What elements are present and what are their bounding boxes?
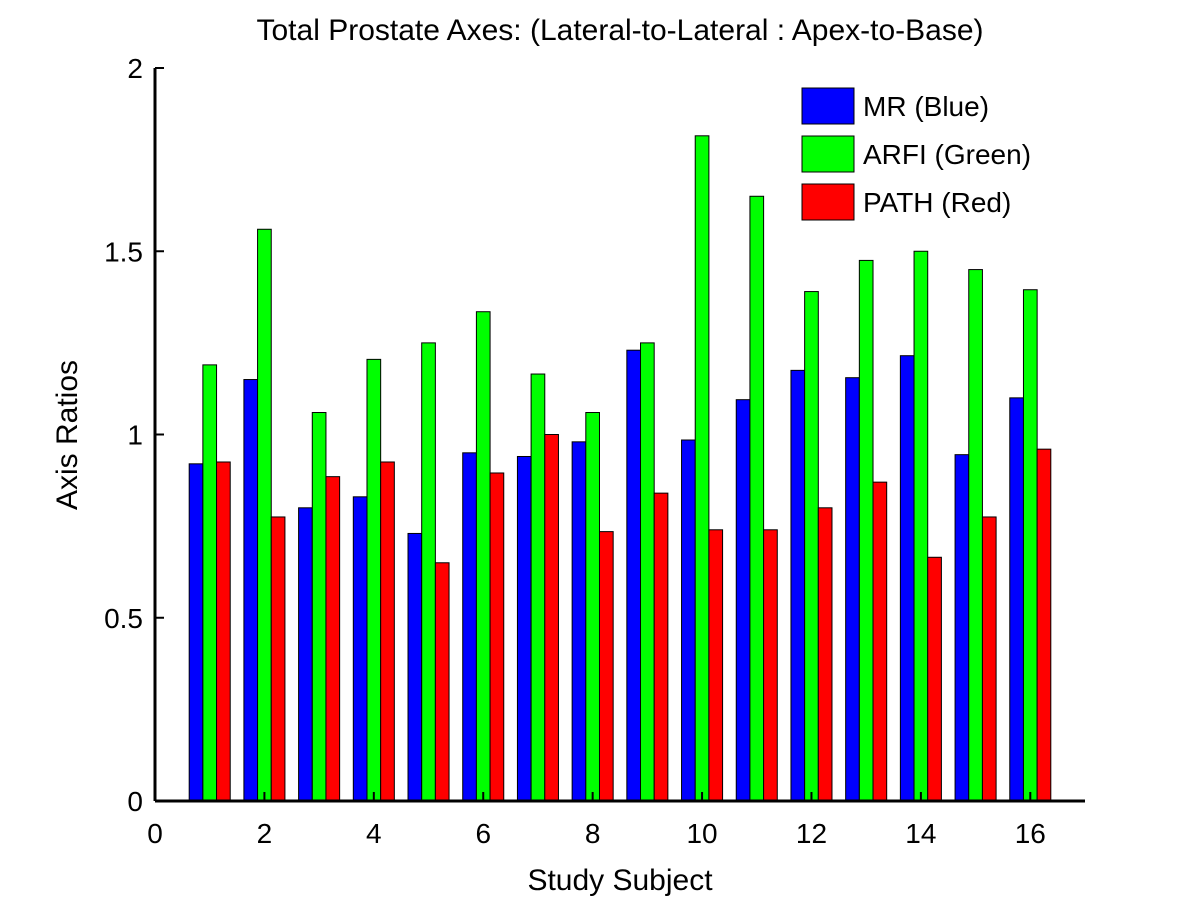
bar-2-15 — [968, 269, 983, 802]
y-tick-label: 1.5 — [104, 236, 143, 267]
legend-swatch — [801, 135, 855, 173]
bar-1-4 — [352, 496, 368, 802]
bar-1-5 — [407, 532, 423, 802]
bar-2-5 — [421, 342, 436, 802]
bar-2-12 — [804, 291, 819, 802]
x-tick-label: 14 — [905, 818, 936, 849]
bar-2-16 — [1022, 289, 1038, 802]
bar-3-10 — [708, 529, 724, 802]
x-tick-label: 10 — [686, 818, 717, 849]
x-tick-label: 6 — [475, 818, 491, 849]
legend-swatch — [801, 87, 855, 125]
x-axis-label: Study Subject — [527, 864, 713, 897]
bar-3-12 — [817, 507, 833, 802]
bar-2-7 — [530, 373, 546, 802]
y-tick-label: 1 — [127, 420, 143, 451]
bar-1-12 — [790, 369, 806, 802]
x-tick-label: 8 — [585, 818, 601, 849]
bar-3-3 — [325, 476, 341, 802]
bar-2-1 — [202, 364, 218, 802]
bar-2-14 — [913, 250, 929, 802]
bar-3-4 — [380, 461, 395, 802]
legend-label: ARFI (Green) — [863, 139, 1031, 170]
x-tick-label: 2 — [257, 818, 273, 849]
bar-1-1 — [188, 463, 204, 802]
y-tick-label: 0.5 — [104, 603, 143, 634]
bar-1-16 — [1009, 397, 1024, 802]
bar-1-14 — [899, 355, 915, 802]
legend-label: MR (Blue) — [863, 91, 989, 122]
bar-2-10 — [694, 135, 710, 802]
bar-2-4 — [366, 358, 382, 802]
bar-3-2 — [270, 516, 286, 802]
bar-3-5 — [434, 562, 450, 802]
bar-2-3 — [311, 412, 327, 802]
bar-3-16 — [1036, 448, 1052, 802]
legend-swatch — [801, 183, 855, 221]
x-tick-label: 0 — [147, 818, 163, 849]
bar-2-13 — [858, 259, 874, 802]
bar-3-1 — [216, 461, 231, 802]
bar-1-11 — [735, 399, 751, 802]
bars-layer — [188, 135, 1052, 802]
bar-2-9 — [640, 342, 655, 802]
legend: MR (Blue) ARFI (Green) PATH (Red) — [801, 87, 1031, 221]
bar-1-10 — [681, 439, 696, 802]
bar-2-2 — [257, 228, 272, 802]
y-tick-label: 0 — [127, 786, 143, 817]
bar-1-3 — [298, 507, 313, 802]
axes-layer: 0 0.5 1 1.5 2 0 2 4 6 8 10 12 14 16 — [104, 53, 1085, 849]
x-tick-label: 16 — [1015, 818, 1046, 849]
bar-1-8 — [571, 441, 587, 802]
bar-3-13 — [872, 481, 888, 802]
bar-2-8 — [585, 412, 600, 802]
x-tick-label: 12 — [796, 818, 827, 849]
bar-1-2 — [243, 379, 259, 802]
y-axis-label: Axis Ratios — [51, 360, 84, 510]
bar-3-11 — [763, 529, 778, 802]
bar-3-7 — [544, 434, 559, 802]
x-tick-label: 4 — [366, 818, 382, 849]
bar-1-6 — [462, 452, 477, 802]
bar-3-6 — [489, 472, 505, 802]
y-tick-label: 2 — [127, 53, 143, 84]
bar-1-13 — [845, 377, 860, 802]
bar-1-15 — [954, 454, 970, 802]
bar-3-8 — [598, 531, 614, 802]
bar-2-6 — [475, 311, 491, 802]
legend-label: PATH (Red) — [863, 187, 1011, 218]
bar-1-7 — [516, 455, 532, 802]
bar-1-9 — [626, 349, 642, 802]
chart-title: Total Prostate Axes: (Lateral-to-Lateral… — [256, 14, 983, 47]
bar-2-11 — [749, 195, 765, 802]
bar-3-14 — [927, 556, 942, 802]
bar-3-9 — [653, 492, 669, 802]
bar-3-15 — [981, 516, 997, 802]
